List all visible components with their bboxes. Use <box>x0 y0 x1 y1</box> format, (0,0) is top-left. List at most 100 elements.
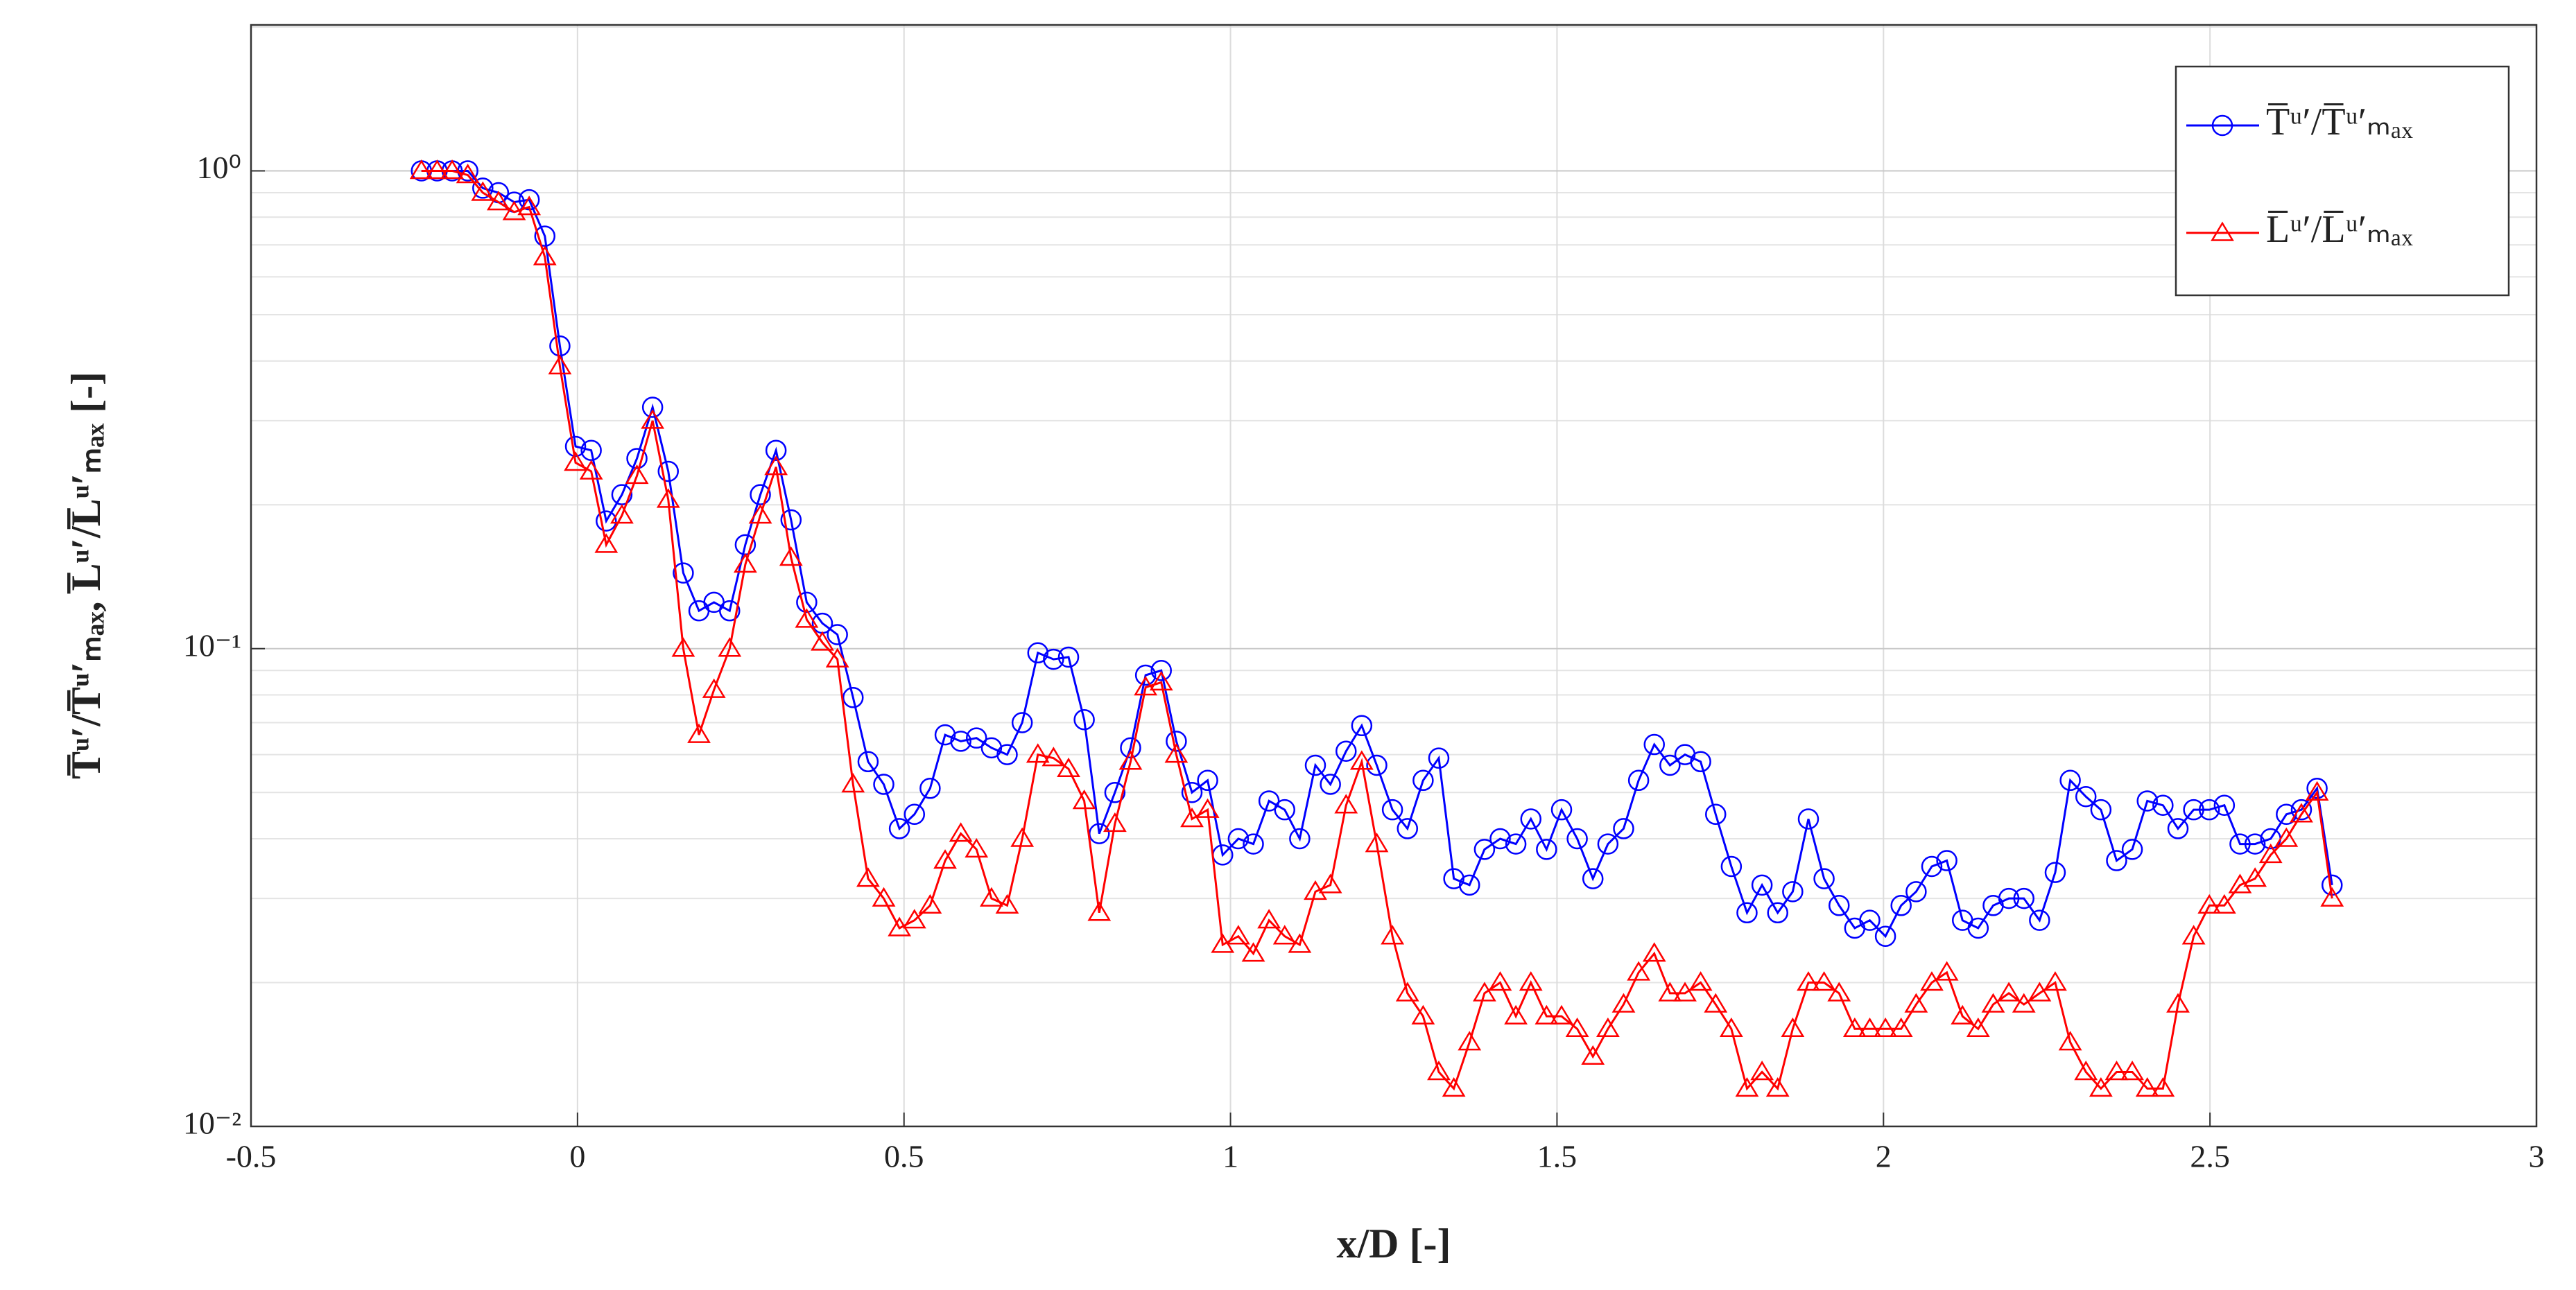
marker <box>1504 1004 1528 1025</box>
x-tick-label: 0.5 <box>884 1139 924 1174</box>
marker <box>1905 881 1927 903</box>
marker <box>1520 808 1542 830</box>
marker <box>594 533 619 553</box>
marker <box>1643 733 1665 756</box>
marker <box>919 778 941 799</box>
marker <box>2152 794 2174 816</box>
marker <box>687 723 711 743</box>
marker <box>1842 1017 1867 1038</box>
marker <box>1243 833 1264 855</box>
marker <box>1057 646 1080 668</box>
x-tick-label: -0.5 <box>226 1139 277 1174</box>
marker <box>1597 833 1619 855</box>
marker <box>1565 1017 1589 1038</box>
marker <box>2029 909 2050 931</box>
marker <box>625 464 649 485</box>
marker <box>1751 874 1773 896</box>
marker <box>2044 862 2066 883</box>
marker <box>2167 818 2189 839</box>
marker <box>718 637 742 657</box>
marker <box>733 552 757 573</box>
marker <box>610 504 634 524</box>
marker <box>1951 1004 1975 1025</box>
marker <box>440 159 464 180</box>
marker <box>2166 993 2190 1013</box>
marker <box>965 727 987 749</box>
marker <box>1581 1045 1605 1065</box>
marker <box>1658 982 1682 1002</box>
marker <box>2135 1077 2159 1097</box>
marker <box>1087 901 1112 921</box>
marker <box>1736 902 1758 924</box>
marker <box>1335 740 1357 762</box>
marker <box>626 448 648 469</box>
marker <box>2136 790 2158 812</box>
marker <box>979 887 1003 907</box>
marker <box>1011 712 1033 733</box>
marker <box>456 164 480 184</box>
marker <box>1304 754 1326 776</box>
marker <box>2290 799 2313 821</box>
marker <box>1381 925 1405 945</box>
marker <box>471 181 495 201</box>
marker <box>795 608 819 628</box>
marker <box>1874 925 1896 947</box>
marker <box>1797 971 1820 991</box>
marker <box>1057 757 1080 778</box>
marker <box>579 460 603 480</box>
marker <box>1411 1004 1435 1025</box>
marker <box>811 631 834 651</box>
marker <box>1304 880 1327 900</box>
legend-label: T̅ᵘ′/T̅ᵘ′ₘₐₓ <box>2266 101 2413 143</box>
marker <box>902 909 926 929</box>
marker <box>1673 982 1697 1002</box>
marker <box>1134 664 1157 686</box>
marker <box>1920 971 1944 991</box>
marker <box>2305 781 2329 801</box>
marker <box>888 818 910 839</box>
marker <box>995 894 1019 914</box>
x-tick-label: 1 <box>1222 1139 1238 1174</box>
marker <box>1998 887 2020 909</box>
marker <box>1010 827 1035 847</box>
x-tick-label: 2.5 <box>2190 1139 2230 1174</box>
marker <box>472 177 494 199</box>
marker <box>1550 1004 1573 1025</box>
series-line <box>421 169 2333 939</box>
marker <box>965 837 989 858</box>
marker <box>1981 993 2005 1013</box>
marker <box>2089 1077 2113 1097</box>
marker <box>1365 833 1389 853</box>
marker <box>2213 794 2236 816</box>
series-line <box>421 169 2333 1091</box>
x-axis-label: x/D [-] <box>1337 1221 1451 1266</box>
marker <box>2198 799 2220 821</box>
marker <box>2228 873 2252 894</box>
marker <box>2013 887 2035 909</box>
marker <box>1366 754 1388 776</box>
marker <box>1428 747 1450 769</box>
marker <box>857 751 879 773</box>
marker <box>872 887 896 907</box>
marker <box>2290 803 2313 823</box>
marker <box>1874 1017 1898 1038</box>
marker <box>1041 747 1066 767</box>
legend-label: L̅ᵘ′/L̅ᵘ′ₘₐₓ <box>2266 208 2413 251</box>
marker <box>2274 827 2299 847</box>
marker <box>933 849 957 869</box>
legend-marker <box>2211 114 2233 137</box>
marker <box>1241 942 1265 962</box>
marker <box>2058 1031 2082 1051</box>
y-tick-label: 10⁻² <box>183 1106 241 1141</box>
marker <box>1535 1004 1559 1025</box>
marker <box>1472 982 1496 1002</box>
x-tick-label: 0 <box>569 1139 585 1174</box>
marker <box>1642 942 1666 962</box>
marker <box>1334 794 1358 814</box>
marker <box>1458 874 1480 896</box>
marker <box>1690 751 1711 773</box>
marker <box>1505 833 1527 855</box>
marker <box>1688 971 1713 991</box>
marker <box>657 460 680 482</box>
marker <box>764 455 788 476</box>
